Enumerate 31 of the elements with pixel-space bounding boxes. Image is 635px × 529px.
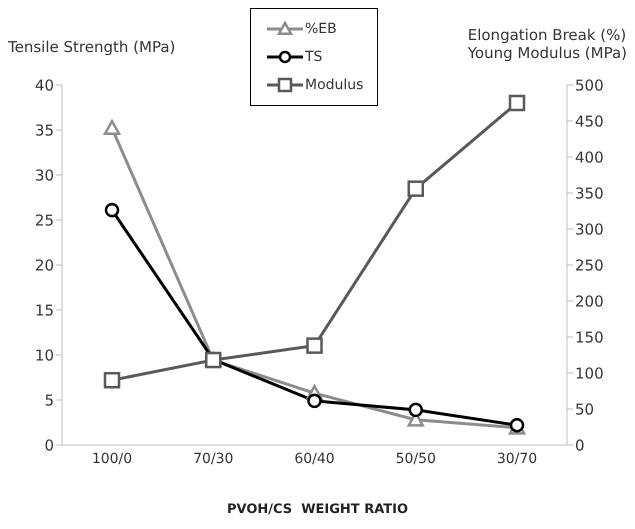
y2-tick-label: 0 <box>575 436 585 454</box>
y2-tick-label: 500 <box>575 76 604 94</box>
y2-tick-label: 200 <box>575 292 604 310</box>
legend-label: %EB <box>305 21 337 37</box>
y-tick-label: 20 <box>34 256 54 274</box>
y-tick-label: 15 <box>34 301 54 320</box>
x-tick-label: 100/0 <box>92 450 132 467</box>
y-tick-label: 0 <box>44 436 54 454</box>
y2-tick-label: 300 <box>575 220 604 238</box>
y-tick-label: 5 <box>44 391 54 410</box>
y2-tick-label: 450 <box>575 112 604 130</box>
y2-tick-label: 50 <box>575 400 594 418</box>
x-tick-label: 70/30 <box>193 450 234 467</box>
y-tick-label: 40 <box>34 76 54 94</box>
y-tick-label: 10 <box>34 346 54 364</box>
x-axis-title: PVOH/CS WEIGHT RATIO <box>226 502 410 517</box>
y-tick-label: 25 <box>34 211 54 230</box>
y2-tick-label: 400 <box>575 148 604 166</box>
y2-tick-label: 350 <box>575 184 604 202</box>
legend-label: TS <box>305 49 322 65</box>
y2-axis-title: Elongation Break (%) Young Modulus (MPa) <box>468 26 627 62</box>
x-tick-label: 50/50 <box>396 450 436 467</box>
x-tick-label: 60/40 <box>294 450 335 467</box>
y-axis-title: Tensile Strength (MPa) <box>8 38 176 56</box>
x-tick-label: 30/70 <box>496 450 538 467</box>
y2-tick-label: 100 <box>575 364 604 382</box>
y2-tick-label: 250 <box>575 256 604 274</box>
y-tick-label: 30 <box>34 166 54 184</box>
legend-label: Modulus <box>305 77 364 93</box>
y2-tick-label: 150 <box>575 328 604 346</box>
y-tick-label: 35 <box>34 121 54 140</box>
